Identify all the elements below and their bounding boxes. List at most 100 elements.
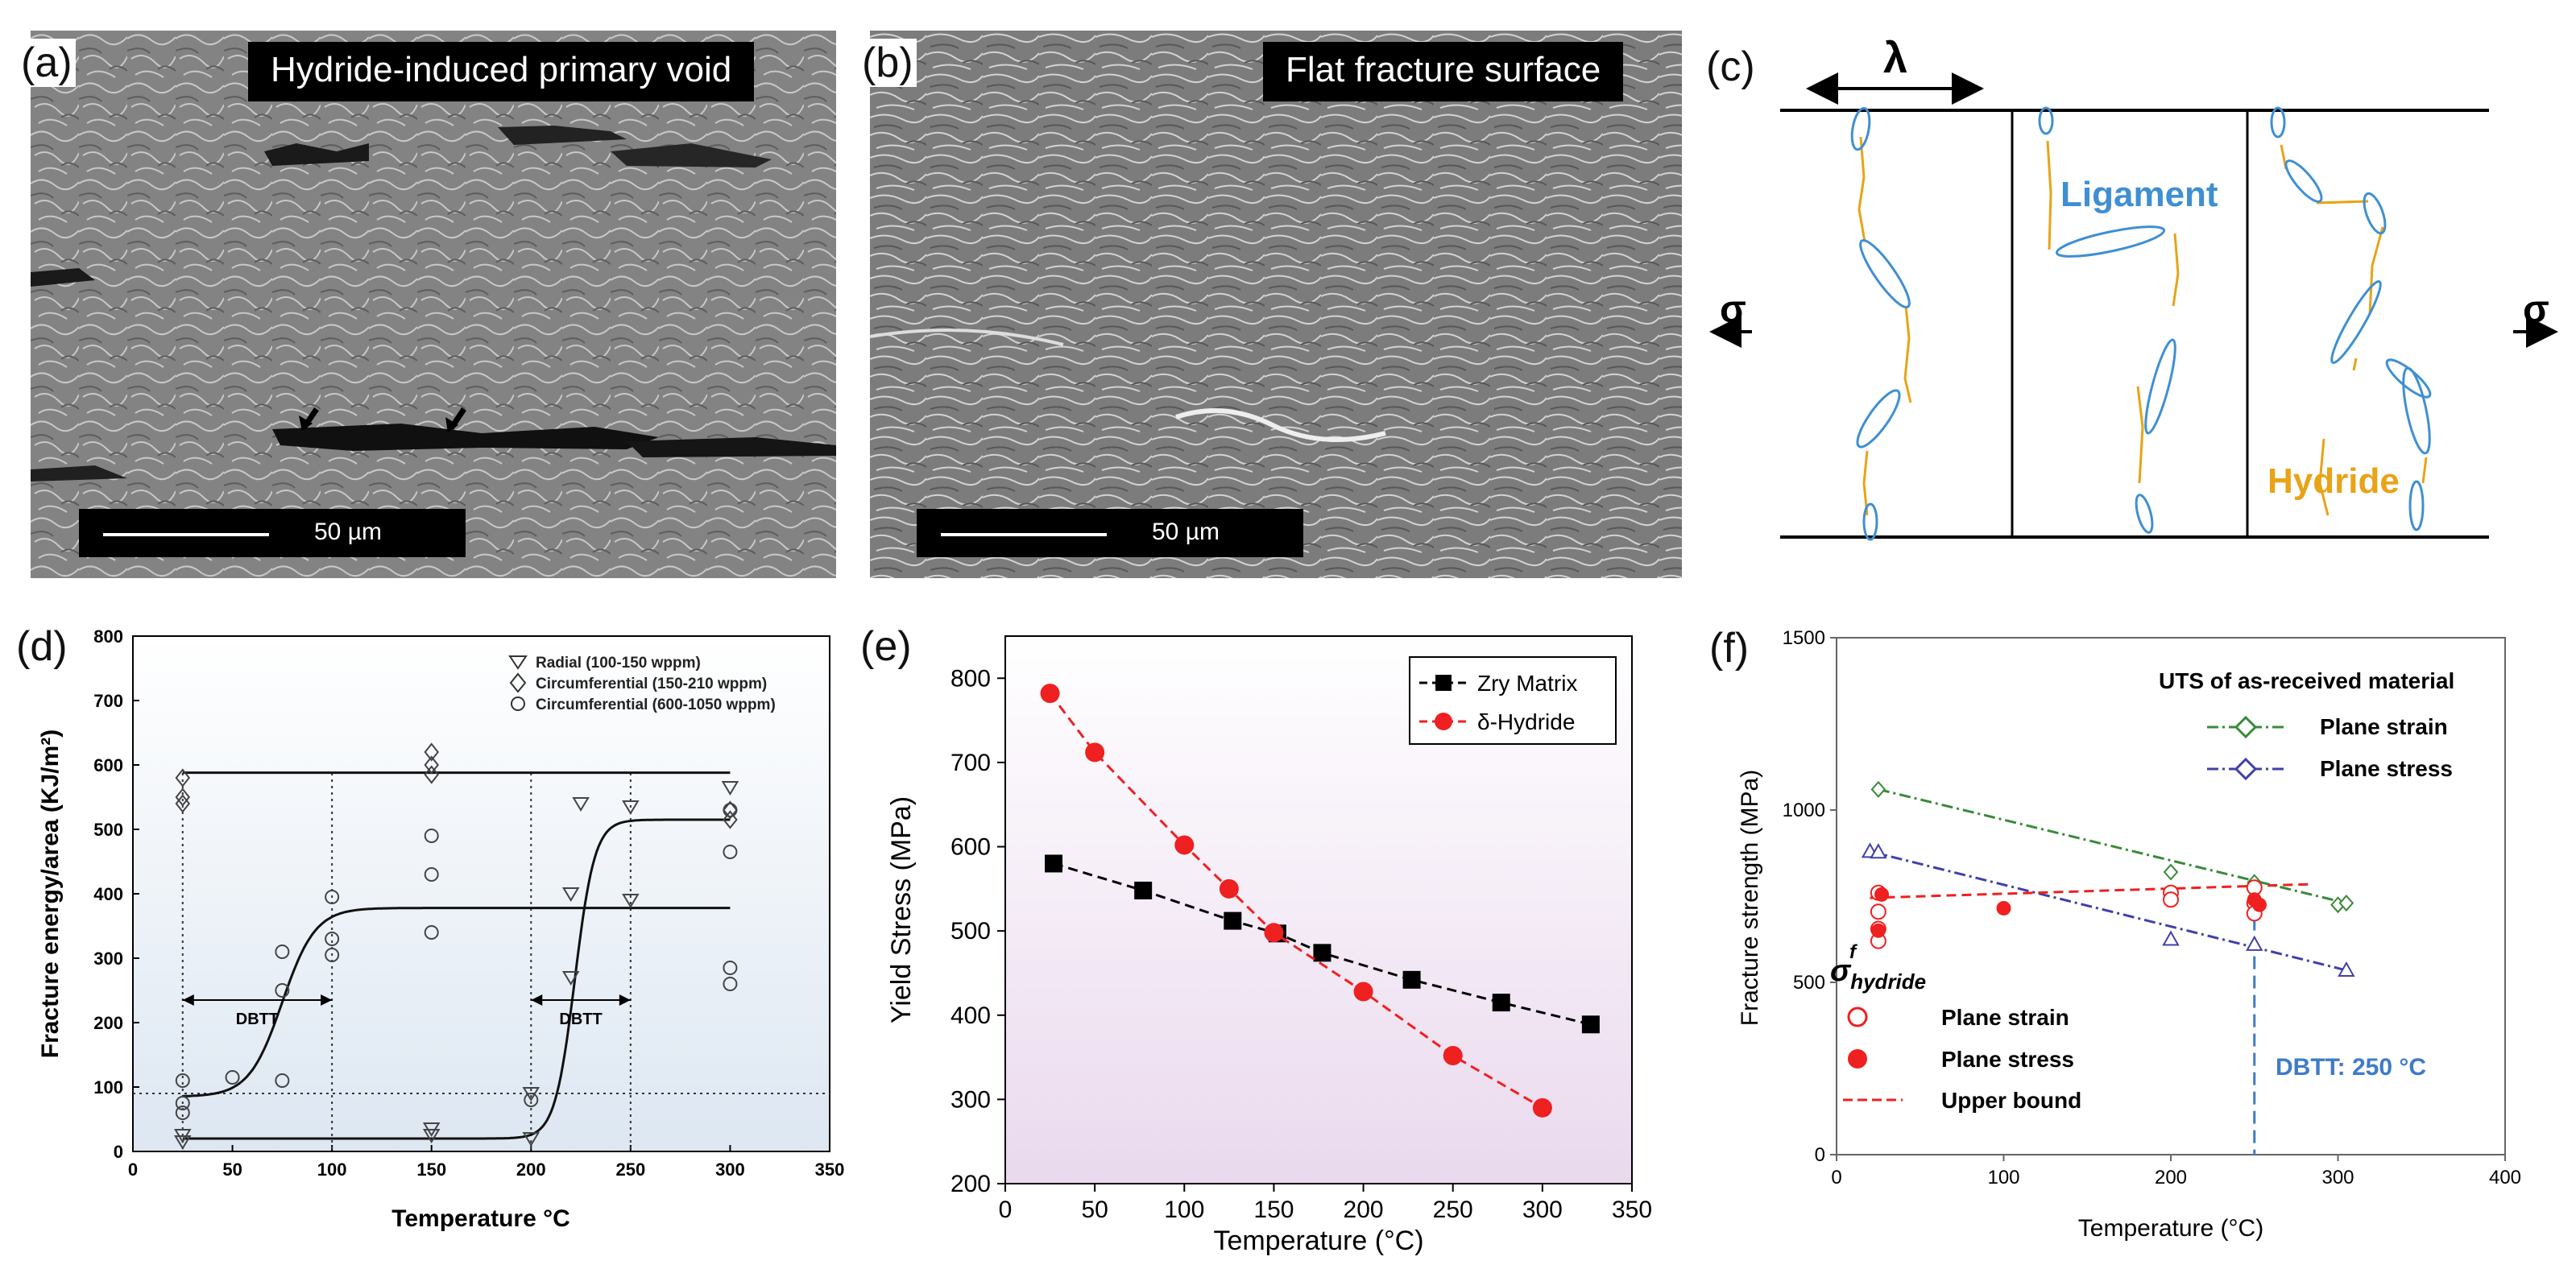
x-tick-label-d: 250 — [615, 1159, 645, 1180]
data-point-circ-high — [424, 925, 439, 940]
data-point-hydride — [1443, 1045, 1463, 1065]
schematic-c: (c) λ — [1706, 34, 2558, 541]
hydride-label: Hydride — [2267, 461, 2400, 501]
y-axis-label-e: Yield Stress (MPa) — [886, 796, 917, 1023]
sem-title-a: Hydride-induced primary void — [248, 42, 755, 101]
data-point-hydride — [1532, 1097, 1552, 1118]
scale-bar-line — [941, 533, 1107, 536]
data-point-radial — [622, 894, 640, 908]
sigma-sub: hydride — [1850, 969, 1926, 994]
lambda-label: λ — [1883, 34, 1907, 82]
chart-d: (d) 0 50 100 150 200 250 300 350 0 100 200 300 400 50… — [16, 623, 844, 1232]
y-tick-label-e: 800 — [950, 665, 991, 692]
sigma-left-label: σ — [1720, 288, 1746, 331]
data-point-circ-high — [175, 1096, 190, 1110]
legend-marker-triangle — [508, 655, 528, 670]
legend-uts-marker-diamond2 — [2234, 757, 2258, 781]
sem-image-a — [31, 31, 836, 578]
chart-f: (f) 0 100 200 300 400 0 500 1000 1500 UTS of as-… — [1709, 625, 2521, 1242]
data-point-circ-high — [175, 1106, 190, 1120]
legend-uts: UTS of as-received material Plane strain… — [2159, 668, 2454, 781]
data-point-radial — [721, 781, 739, 796]
uts-point-stress — [2246, 935, 2263, 951]
y-tick-label-e: 700 — [950, 750, 991, 776]
data-point-circ-high — [723, 961, 738, 975]
dbtt-arrowhead-d — [182, 994, 194, 1006]
hydride-paths — [1857, 136, 2428, 516]
y-axis-label-f: Fracture strength (MPa) — [1737, 770, 1763, 1026]
panel-label-c: (c) — [1706, 43, 1755, 90]
y-tick-label-d: 700 — [93, 691, 123, 711]
data-point-circ-high — [325, 890, 340, 904]
x-tick-label-d: 0 — [128, 1159, 138, 1180]
data-point-circ-high — [424, 829, 439, 843]
uts-point-stress — [1870, 843, 1887, 859]
x-axis-label-f: Temperature (°C) — [2078, 1215, 2263, 1242]
x-tick-label-e: 350 — [1612, 1197, 1652, 1223]
y-tick-label-e: 400 — [950, 1002, 991, 1029]
panel-label-f: (f) — [1709, 625, 1749, 672]
data-point-circ-high — [325, 948, 340, 962]
scale-bar-line — [103, 533, 269, 536]
panel-label-a: (a) — [18, 39, 76, 87]
x-tick-label-e: 100 — [1164, 1197, 1204, 1223]
y-tick-label-f: 1000 — [1783, 800, 1825, 821]
x-tick-label-e: 200 — [1344, 1197, 1384, 1223]
data-point-hydride — [1353, 982, 1373, 1002]
data-point-circ-low — [424, 742, 439, 762]
data-point-zry — [1313, 944, 1331, 962]
panel-label-d: (d) — [16, 623, 68, 670]
uts-point-strain — [2163, 863, 2179, 881]
data-point-zry — [1581, 1015, 1600, 1034]
uts-line-triangle — [1870, 849, 2347, 972]
uts-point-strain — [1870, 780, 1886, 798]
data-point-circ-high — [275, 1073, 290, 1088]
data-point-circ-high — [225, 1070, 240, 1085]
data-point-hydride — [1174, 835, 1195, 855]
legend-entry-zry: Zry Matrix — [1477, 671, 1577, 696]
legend-hydride: σhydride f Plane strain Plane stress Upp… — [1830, 941, 2081, 1113]
x-tick-label-f: 100 — [1987, 1167, 2019, 1188]
sem-image-b — [870, 31, 1682, 578]
data-point-circ-high — [723, 845, 738, 859]
x-tick-label-e: 50 — [1081, 1197, 1108, 1223]
data-point-circ-low — [175, 787, 191, 807]
plot-area-d — [132, 635, 830, 1152]
data-point-circ-high — [275, 983, 290, 998]
dbtt-arrowhead-d — [531, 994, 543, 1006]
data-point-circ-high — [325, 932, 340, 946]
legend-entry-1: Radial (100-150 wppm) — [536, 655, 701, 672]
legend-entry-3: Circumferential (600-1050 wppm) — [536, 697, 776, 713]
x-tick-label-e: 150 — [1253, 1197, 1294, 1223]
scale-bar-a: 50 µm — [79, 509, 466, 557]
y-tick-label-d: 200 — [93, 1013, 123, 1033]
dbtt-arrowhead-d — [321, 994, 333, 1006]
y-tick-label-d: 400 — [93, 884, 123, 904]
panel-label-e: (e) — [860, 623, 912, 670]
data-point-circ-low — [175, 768, 191, 787]
data-point-radial — [622, 800, 640, 815]
y-tick-label-d: 100 — [93, 1077, 123, 1097]
y-tick-label-d: 300 — [93, 949, 123, 969]
x-tick-label-d: 200 — [516, 1159, 546, 1180]
sem-title-b: Flat fracture surface — [1263, 42, 1624, 101]
data-point-circ-low — [723, 800, 738, 820]
x-tick-label-e: 250 — [1433, 1197, 1473, 1223]
panel-a: Hydride-induced primary void 50 µm (a) — [0, 0, 846, 584]
legend-hydride-marker-open — [1847, 1007, 1868, 1027]
x-axis-label-d: Temperature °C — [391, 1205, 570, 1232]
scale-bar-label: 50 µm — [314, 519, 382, 545]
x-tick-label-f: 200 — [2155, 1167, 2187, 1188]
panel-b: Flat fracture surface 50 µm (b) — [846, 0, 1692, 584]
hydride-point-strain — [2163, 891, 2179, 908]
data-point-radial — [522, 1132, 540, 1147]
legend-d: Radial (100-150 wppm) Circumferential (1… — [508, 655, 776, 713]
data-point-radial — [572, 797, 590, 812]
data-point-zry — [1224, 911, 1242, 930]
x-tick-label-f: 300 — [2321, 1167, 2354, 1188]
data-point-circ-low — [424, 755, 439, 775]
y-tick-label-f: 500 — [1793, 972, 1825, 994]
legend-e: Zry Matrix δ-Hydride — [1409, 656, 1617, 745]
panel-c: (c) λ — [1692, 0, 2576, 584]
y-tick-label-d: 0 — [114, 1142, 123, 1162]
